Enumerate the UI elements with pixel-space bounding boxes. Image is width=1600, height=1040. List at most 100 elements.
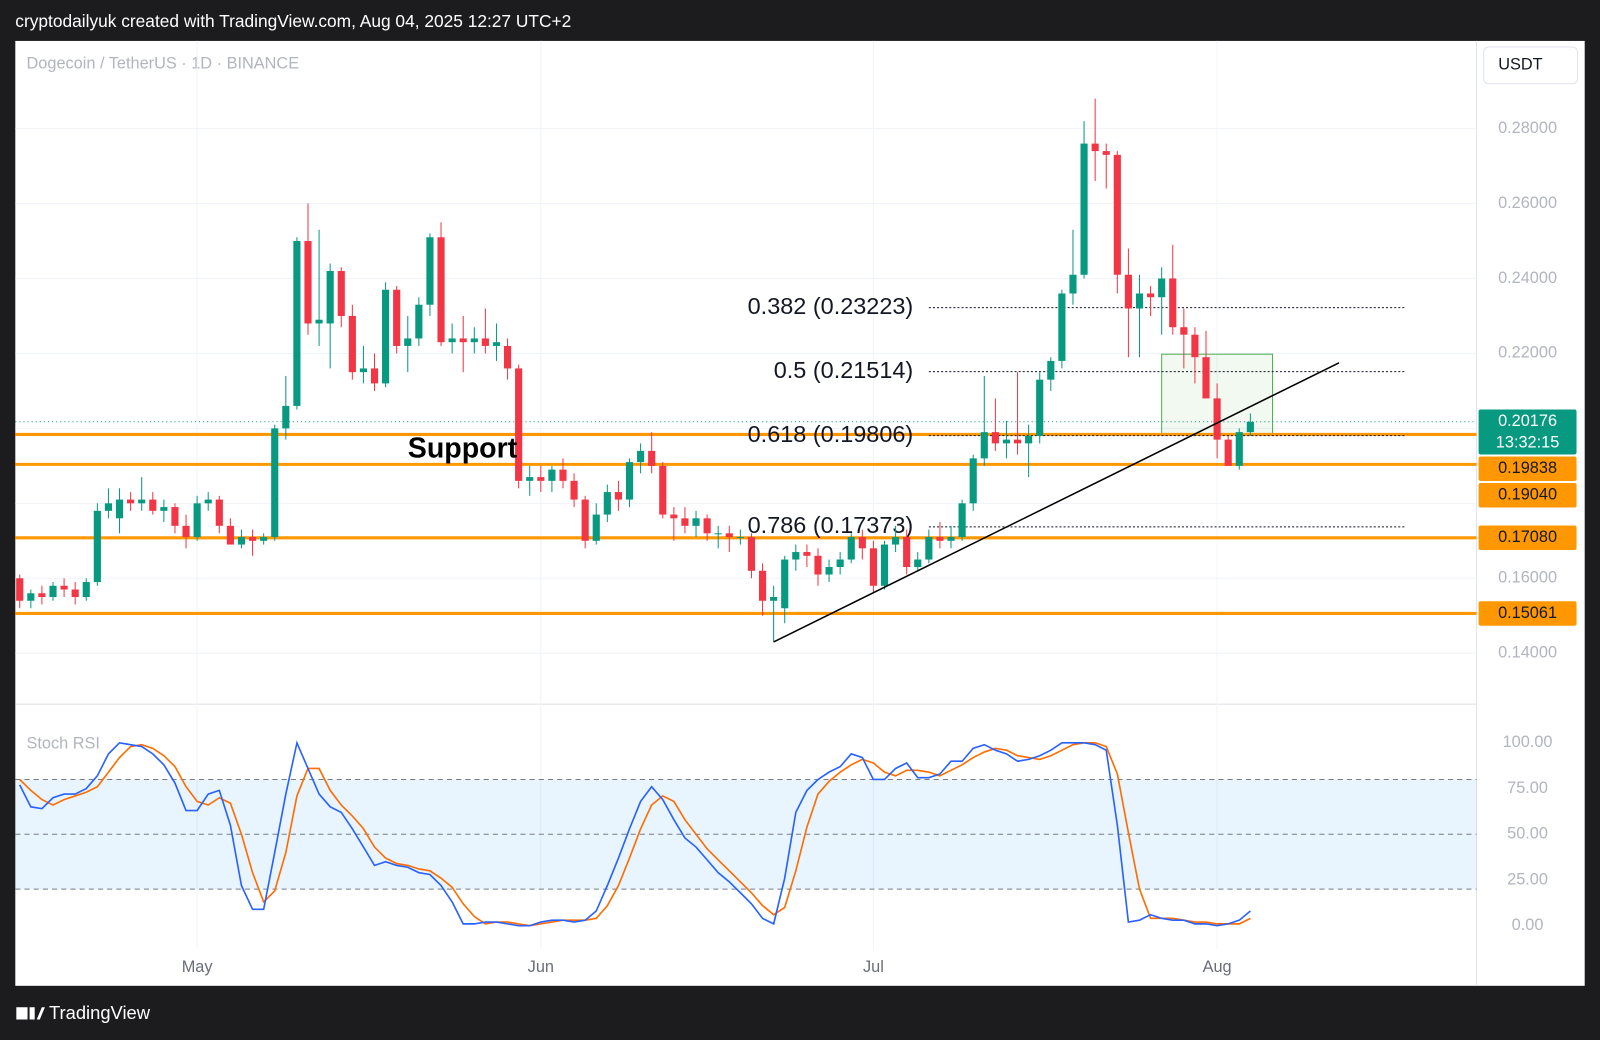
y-tick-label: 0.24000 (1498, 269, 1557, 287)
candle-body (193, 503, 201, 538)
candle-body (980, 432, 988, 459)
candle-body (1147, 293, 1155, 298)
candle-body (1036, 379, 1044, 436)
candle-body (282, 405, 290, 429)
countdown: 13:32:15 (1496, 434, 1560, 452)
candle-body (138, 499, 146, 504)
candle-body (337, 271, 345, 316)
candle-body (814, 555, 822, 575)
credit: cryptodailyuk created with TradingView.c… (15, 11, 571, 31)
level-label: 0.17080 (1498, 528, 1557, 546)
candle-body (659, 465, 667, 515)
candle-body (1047, 360, 1055, 380)
y2-tick-label: 0.00 (1512, 916, 1544, 934)
candle-body (248, 537, 257, 541)
candle-body (1102, 151, 1110, 155)
trendline (773, 362, 1340, 643)
candle-body (592, 514, 600, 541)
candle-body (459, 338, 467, 343)
x-tick-label: May (182, 958, 214, 976)
candle-body (271, 428, 279, 538)
candle-body (448, 338, 456, 343)
candle-body (1002, 439, 1011, 444)
candle-body (27, 593, 35, 601)
x-tick-label: Aug (1203, 958, 1232, 976)
candle-body (847, 537, 855, 560)
candle-body (370, 368, 379, 384)
candle-body (1091, 143, 1099, 152)
candle-body (603, 492, 611, 515)
y2-tick-label: 75.00 (1507, 779, 1548, 797)
candle-body (503, 345, 512, 369)
level-label: 0.19040 (1498, 486, 1557, 504)
candle-body (581, 499, 589, 541)
candle-body (237, 537, 246, 545)
candle-body (1169, 278, 1177, 328)
candle-body (127, 499, 135, 504)
candle-body (1224, 439, 1232, 466)
candle-body (93, 510, 101, 583)
y-tick-label: 0.22000 (1498, 344, 1557, 362)
level-tag (1478, 483, 1577, 508)
candle-body (382, 289, 390, 384)
candle-body (770, 597, 778, 601)
candle-body (648, 450, 656, 466)
candle-body (415, 304, 423, 339)
candle-body (836, 559, 844, 568)
level-tag (1478, 456, 1577, 481)
fib-label: 0.786 (0.17373) (748, 512, 914, 538)
candle-body (171, 507, 179, 526)
candle-body (149, 499, 157, 511)
candle-body (1069, 274, 1077, 294)
candle-body (526, 477, 534, 481)
candle-body (1025, 435, 1033, 444)
y2-tick-label: 50.00 (1507, 825, 1548, 843)
candle-body (625, 462, 634, 500)
candle-body (304, 241, 312, 324)
candle-body (703, 518, 711, 534)
candle-body (82, 582, 90, 598)
candle-body (570, 480, 578, 500)
candle-body (548, 469, 556, 481)
last-price-tag (1478, 409, 1577, 455)
candle-body (880, 544, 889, 586)
indicator-name: Stoch RSI (27, 734, 100, 752)
y-tick-label: 0.14000 (1498, 644, 1557, 662)
candle-body (858, 537, 866, 549)
x-tick-label: Jul (863, 958, 884, 976)
candle-body (104, 503, 113, 511)
y2-tick-label: 100.00 (1503, 733, 1553, 751)
candle-body (492, 342, 501, 346)
brand-logo (16, 1007, 45, 1020)
candle-body (958, 503, 966, 538)
candle-body (160, 507, 168, 511)
candle-body (869, 548, 877, 586)
candle-body (892, 537, 900, 545)
candle-body (1113, 154, 1121, 275)
candle-body (936, 537, 944, 541)
candle-body (714, 533, 722, 535)
candle-body (614, 492, 622, 500)
candle-body (925, 537, 933, 560)
stoch-line (18, 740, 1251, 927)
level-label: 0.15061 (1498, 604, 1557, 622)
candle-body (914, 559, 922, 568)
currency: USDT (1498, 56, 1542, 74)
x-tick-label: Jun (528, 958, 554, 976)
candle-body (16, 578, 24, 601)
candle-body (1246, 421, 1254, 433)
y-tick-label: 0.16000 (1498, 569, 1557, 587)
candle-body (991, 432, 999, 444)
candle-body (1235, 432, 1243, 466)
candle-body (681, 518, 689, 526)
candle-body (559, 469, 567, 481)
candle-body (736, 537, 744, 539)
candle-body (1135, 293, 1144, 309)
candle-body (1013, 439, 1022, 444)
level-tag (1478, 601, 1577, 626)
y-tick-label: 0.26000 (1498, 194, 1557, 212)
candle-body (226, 525, 234, 545)
y2-tick-label: 25.00 (1507, 870, 1548, 888)
